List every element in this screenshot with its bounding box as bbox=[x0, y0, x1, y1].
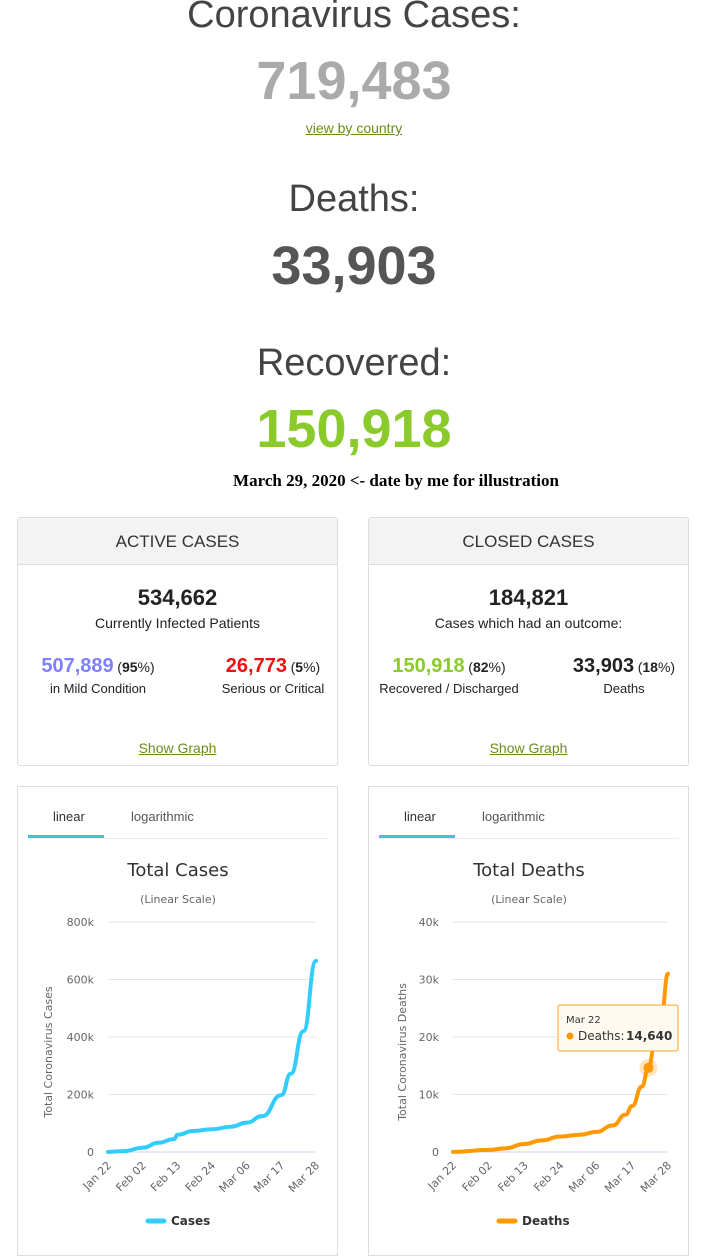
tooltip-date: Mar 22 bbox=[566, 1015, 601, 1026]
x-tick-label: Feb 13 bbox=[495, 1159, 530, 1194]
y-tick-label: 30k bbox=[419, 974, 440, 987]
closed-recovered-label: Recovered / Discharged bbox=[369, 681, 529, 696]
series-line bbox=[108, 961, 316, 1152]
closed-deaths-pct: 18 bbox=[642, 659, 658, 675]
x-tick-label: Mar 06 bbox=[566, 1159, 602, 1195]
date-note: March 29, 2020 <- date by me for illustr… bbox=[42, 471, 708, 491]
x-tick-label: Mar 17 bbox=[602, 1159, 638, 1195]
active-total: 534,662 bbox=[18, 585, 337, 611]
cases-value: 719,483 bbox=[0, 50, 708, 112]
active-total-label: Currently Infected Patients bbox=[18, 615, 337, 631]
x-tick-label: Feb 24 bbox=[183, 1159, 218, 1194]
x-tick-label: Feb 02 bbox=[113, 1159, 148, 1194]
deaths-value: 33,903 bbox=[0, 235, 708, 297]
hovered-point bbox=[643, 1063, 653, 1073]
y-tick-label: 400k bbox=[67, 1031, 95, 1044]
x-tick-label: Feb 02 bbox=[460, 1159, 495, 1194]
active-show-graph-link[interactable]: Show Graph bbox=[139, 740, 217, 756]
y-axis-label: Total Coronavirus Deaths bbox=[396, 983, 409, 1122]
closed-cases-title: CLOSED CASES bbox=[369, 518, 688, 565]
cases-chart: Total Cases (Linear Scale) Total Coronavir… bbox=[18, 787, 339, 1257]
x-tick-label: Jan 22 bbox=[425, 1159, 459, 1193]
x-tick-label: Mar 28 bbox=[638, 1159, 674, 1195]
x-tick-label: Mar 17 bbox=[251, 1159, 287, 1195]
cases-label: Coronavirus Cases: bbox=[0, 0, 708, 37]
y-tick-label: 600k bbox=[67, 974, 95, 987]
recovered-value: 150,918 bbox=[0, 398, 708, 460]
legend-label: Deaths bbox=[522, 1214, 570, 1228]
closed-recovered-pct: 82 bbox=[473, 659, 489, 675]
tooltip-label: Deaths: bbox=[578, 1029, 625, 1043]
y-tick-label: 40k bbox=[419, 916, 440, 929]
x-tick-label: Mar 06 bbox=[217, 1159, 253, 1195]
closed-cases-panel: CLOSED CASES 184,821 Cases which had an … bbox=[368, 517, 689, 766]
mild-value: 507,889 bbox=[41, 655, 113, 677]
x-tick-label: Jan 22 bbox=[80, 1159, 114, 1193]
series-line bbox=[453, 974, 668, 1152]
cases-chart-panel: linear logarithmic Total Cases(Linear Sc… bbox=[17, 786, 338, 1256]
view-by-country-link[interactable]: view by country bbox=[306, 120, 402, 136]
closed-total: 184,821 bbox=[369, 585, 688, 611]
mild-pct: 95 bbox=[122, 659, 138, 675]
closed-show-graph-link[interactable]: Show Graph bbox=[490, 740, 568, 756]
y-tick-label: 0 bbox=[432, 1146, 439, 1159]
y-tick-label: 20k bbox=[419, 1031, 440, 1044]
chart-title: Total Cases bbox=[126, 860, 228, 881]
closed-total-label: Cases which had an outcome: bbox=[369, 615, 688, 631]
chart-subtitle: (Linear Scale) bbox=[140, 893, 216, 906]
tooltip-marker bbox=[567, 1033, 574, 1040]
closed-deaths-label: Deaths bbox=[544, 681, 704, 696]
chart-subtitle: (Linear Scale) bbox=[491, 893, 567, 906]
closed-deaths-value: 33,903 bbox=[573, 655, 634, 677]
y-tick-label: 800k bbox=[67, 916, 95, 929]
tooltip-box bbox=[558, 1005, 678, 1051]
mild-label: in Mild Condition bbox=[18, 681, 178, 696]
x-tick-label: Feb 13 bbox=[148, 1159, 183, 1194]
y-tick-label: 200k bbox=[67, 1089, 95, 1102]
y-axis-label: Total Coronavirus Cases bbox=[42, 986, 55, 1119]
active-cases-panel: ACTIVE CASES 534,662 Currently Infected … bbox=[17, 517, 338, 766]
critical-value: 26,773 bbox=[226, 655, 287, 677]
critical-label: Serious or Critical bbox=[193, 681, 353, 696]
deaths-label: Deaths: bbox=[0, 178, 708, 221]
tooltip-value: 14,640 bbox=[626, 1029, 672, 1043]
y-tick-label: 0 bbox=[87, 1146, 94, 1159]
deaths-chart: Total Deaths (Linear Scale) Total Coronavi… bbox=[369, 787, 690, 1257]
legend-label: Cases bbox=[171, 1214, 210, 1228]
deaths-chart-panel: linear logarithmic Total Deaths(Linear S… bbox=[368, 786, 689, 1256]
active-cases-title: ACTIVE CASES bbox=[18, 518, 337, 565]
x-tick-label: Mar 28 bbox=[286, 1159, 322, 1195]
recovered-label: Recovered: bbox=[0, 342, 708, 385]
chart-title: Total Deaths bbox=[472, 860, 585, 881]
closed-recovered-value: 150,918 bbox=[392, 655, 464, 677]
critical-pct: 5 bbox=[295, 659, 303, 675]
y-tick-label: 10k bbox=[419, 1089, 440, 1102]
x-tick-label: Feb 24 bbox=[531, 1159, 566, 1194]
